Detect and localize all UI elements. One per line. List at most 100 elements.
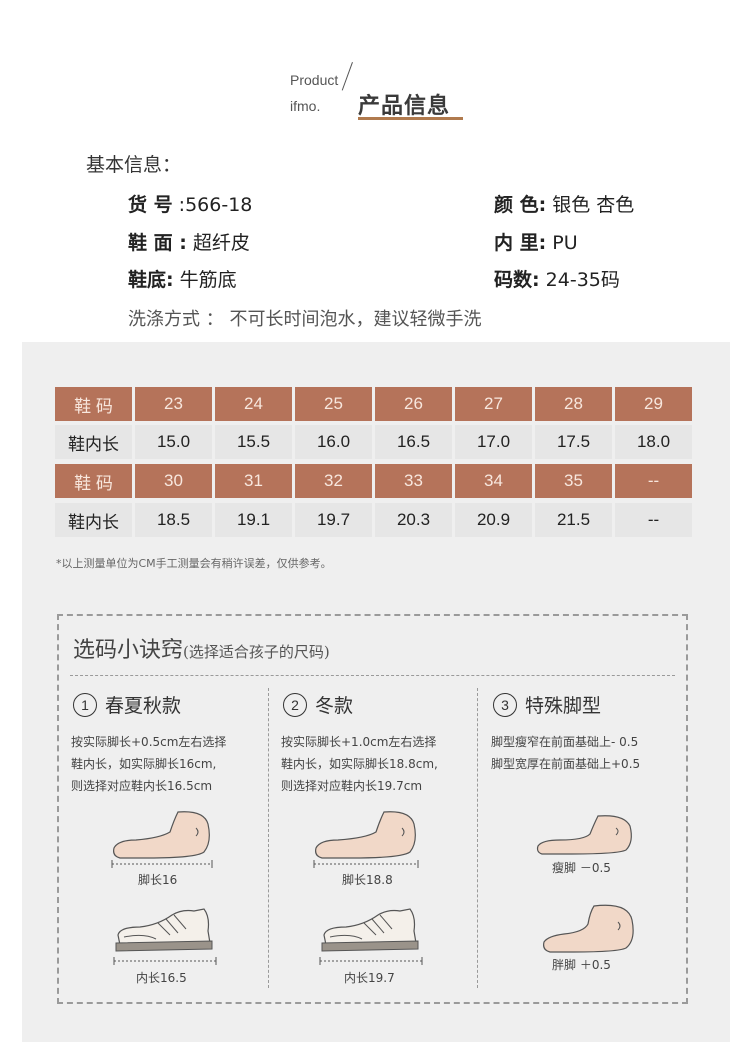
tips-divider [70, 675, 675, 676]
size-tips-box [57, 614, 688, 1004]
info-label: 码数: [494, 269, 540, 291]
shoe-icon [113, 908, 217, 965]
size-cell: 33 [375, 464, 452, 498]
tip-line: 鞋内长，如实际脚长18.8cm, [281, 757, 438, 771]
length-label-cell: 鞋内长 [55, 503, 132, 537]
header-product-word: Product [290, 72, 339, 88]
info-label: 货 号 [128, 194, 173, 216]
tip-2-text: 按实际脚长+1.0cm左右选择 鞋内长，如实际脚长18.8cm, 则选择对应鞋内… [281, 731, 438, 797]
tip-line: 按实际脚长+1.0cm左右选择 [281, 735, 437, 749]
tip-1-heading: 1 春夏秋款 [73, 691, 181, 718]
length-cell: 19.1 [215, 503, 292, 537]
tip-3-text: 脚型瘦窄在前面基础上- 0.5 脚型宽厚在前面基础上+0.5 [491, 731, 640, 775]
info-item-color: 颜 色: 银色 杏色 [494, 190, 634, 217]
length-cell: 18.0 [615, 425, 692, 459]
size-row-2-header: 鞋 码 30 31 32 33 34 35 -- [55, 464, 695, 498]
info-label: 鞋 面 : [128, 232, 187, 254]
measurement-note: *以上测量单位为CM手工测量会有稍许误差，仅供参考。 [56, 557, 332, 570]
thin-foot-icon [536, 815, 632, 855]
size-cell: 26 [375, 387, 452, 421]
length-cell: -- [615, 503, 692, 537]
tip-1-text: 按实际脚长+0.5cm左右选择 鞋内长，如实际脚长16cm, 则选择对应鞋内长1… [71, 731, 226, 797]
size-label-cell: 鞋 码 [55, 387, 132, 421]
info-label: 鞋底: [128, 269, 174, 291]
size-cell: 35 [535, 464, 612, 498]
tip-line: 脚型瘦窄在前面基础上- 0.5 [491, 735, 639, 749]
foot-icon [313, 811, 419, 868]
size-cell: 24 [215, 387, 292, 421]
circled-number-3-icon: 3 [493, 692, 517, 717]
size-row-2-lengths: 鞋内长 18.5 19.1 19.7 20.3 20.9 21.5 -- [55, 503, 695, 537]
size-cell: 32 [295, 464, 372, 498]
length-cell: 19.7 [295, 503, 372, 537]
length-cell: 15.5 [215, 425, 292, 459]
info-label: 颜 色: [494, 194, 547, 216]
length-cell: 16.0 [295, 425, 372, 459]
foot-length-caption: 脚长18.8 [342, 873, 393, 887]
tip-1-title: 春夏秋款 [105, 695, 182, 717]
length-cell: 16.5 [375, 425, 452, 459]
basic-info-title: 基本信息： [86, 154, 182, 176]
length-label-cell: 鞋内长 [55, 425, 132, 459]
size-cell: 28 [535, 387, 612, 421]
info-value: :566-18 [178, 194, 253, 216]
tip-line: 则选择对应鞋内长19.7cm [281, 779, 423, 793]
size-row-1-header: 鞋 码 23 24 25 26 27 28 29 [55, 387, 695, 421]
length-cell: 21.5 [535, 503, 612, 537]
page-title: 产品信息 [358, 94, 451, 119]
size-cell: 34 [455, 464, 532, 498]
info-label: 内 里: [494, 232, 547, 254]
tips-title: 选码小诀窍(选择适合孩子的尺码) [73, 632, 330, 664]
size-cell: 27 [455, 387, 532, 421]
tip-2-title: 冬款 [315, 695, 354, 717]
foot-icon [111, 811, 213, 868]
size-cell: 30 [135, 464, 212, 498]
length-cell: 20.3 [375, 503, 452, 537]
tips-title-text: 选码小诀窍 [73, 638, 184, 663]
tip-3-title: 特殊脚型 [525, 695, 602, 717]
shoe-length-caption: 内长16.5 [136, 971, 187, 985]
size-cell: 29 [615, 387, 692, 421]
size-cell: -- [615, 464, 692, 498]
info-value: 银色 杏色 [552, 194, 635, 216]
info-value: 牛筋底 [179, 269, 237, 291]
info-value: 超纤皮 [192, 232, 250, 254]
foot-length-caption: 脚长16 [138, 873, 178, 887]
tips-subtitle: (选择适合孩子的尺码) [183, 643, 330, 661]
column-divider [268, 688, 269, 988]
tip-3-heading: 3 特殊脚型 [493, 691, 601, 718]
header-ifmo-word: ifmo. [290, 98, 321, 114]
thin-foot-caption: 瘦脚 －0.5 [552, 861, 611, 875]
info-item-lining: 内 里: PU [494, 228, 578, 255]
title-underline [358, 117, 463, 120]
size-label-cell: 鞋 码 [55, 464, 132, 498]
wash-instructions: 洗涤方式 ： 不可长时间泡水，建议轻微手洗 [128, 309, 482, 330]
info-item-upper: 鞋 面 : 超纤皮 [128, 228, 250, 255]
shoe-length-caption: 内长19.7 [344, 971, 395, 985]
tip-line: 按实际脚长+0.5cm左右选择 [71, 735, 227, 749]
tip-line: 脚型宽厚在前面基础上+0.5 [491, 757, 641, 771]
info-item-code: 货 号 :566-18 [128, 190, 252, 217]
size-cell: 23 [135, 387, 212, 421]
tip-line: 鞋内长，如实际脚长16cm, [71, 757, 217, 771]
tip-line: 则选择对应鞋内长16.5cm [71, 779, 213, 793]
circled-number-2-icon: 2 [283, 692, 307, 717]
info-item-sizes: 码数: 24-35码 [494, 265, 620, 292]
size-cell: 31 [215, 464, 292, 498]
length-cell: 20.9 [455, 503, 532, 537]
info-item-sole: 鞋底: 牛筋底 [128, 265, 237, 292]
length-cell: 18.5 [135, 503, 212, 537]
tip-2-heading: 2 冬款 [283, 691, 353, 718]
circled-number-1-icon: 1 [73, 692, 97, 717]
column-divider [477, 688, 478, 988]
shoe-icon [319, 908, 423, 965]
info-value: PU [552, 232, 578, 254]
header-slash [341, 62, 353, 91]
length-cell: 15.0 [135, 425, 212, 459]
size-cell: 25 [295, 387, 372, 421]
length-cell: 17.0 [455, 425, 532, 459]
fat-foot-icon [543, 904, 634, 953]
size-row-1-lengths: 鞋内长 15.0 15.5 16.0 16.5 17.0 17.5 18.0 [55, 425, 695, 459]
length-cell: 17.5 [535, 425, 612, 459]
info-value: 24-35码 [545, 269, 620, 291]
